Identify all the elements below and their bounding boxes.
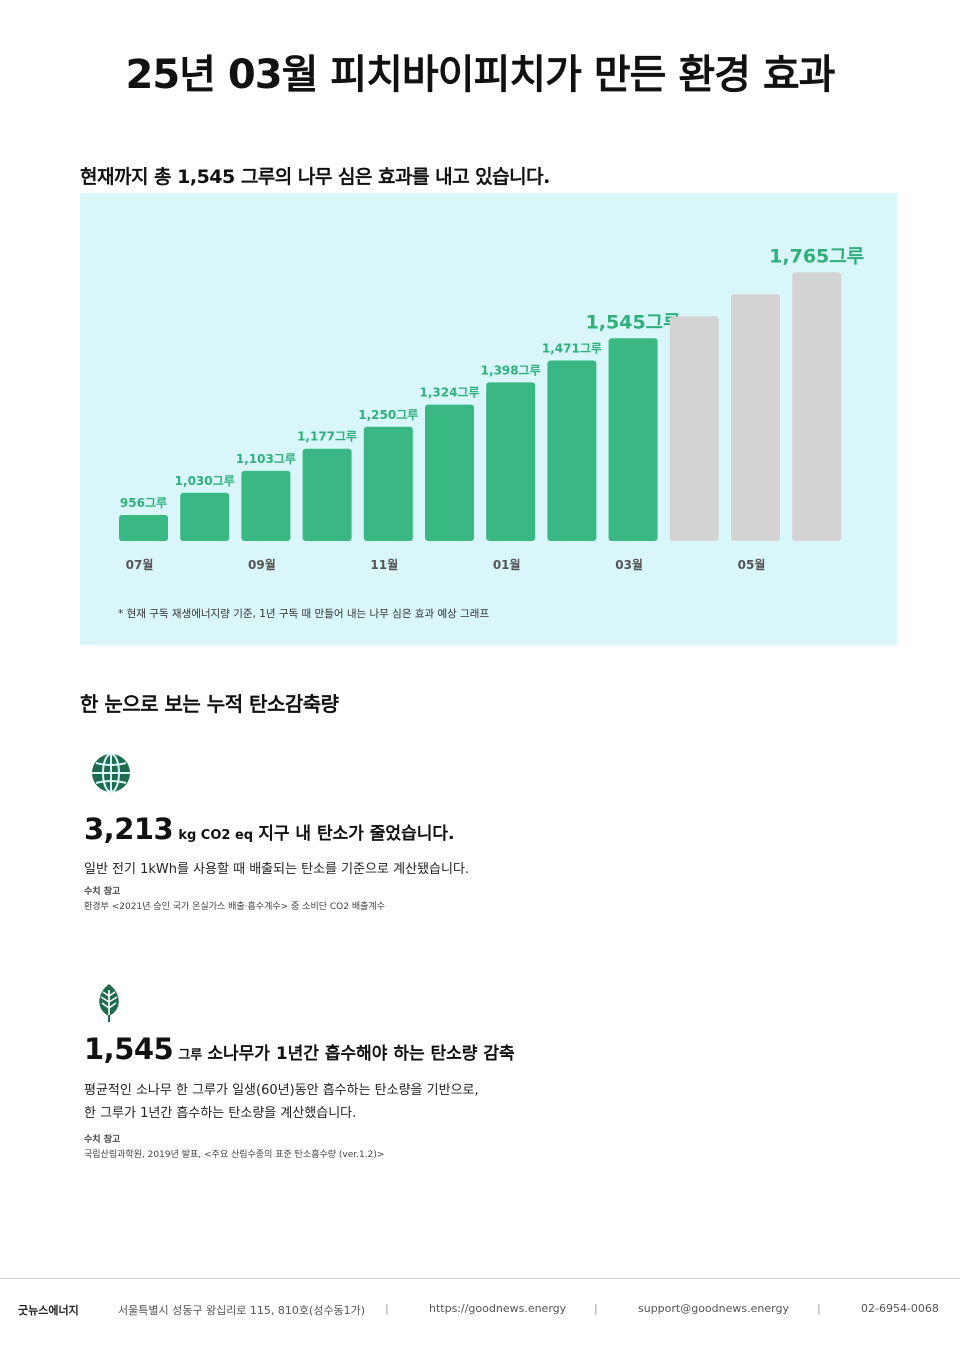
carbon-value: 3,213 (84, 812, 174, 846)
chart-heading: 현재까지 총 1,545 그루의 나무 심은 효과를 내고 있습니다. (80, 166, 550, 188)
globe-icon (90, 752, 132, 794)
carbon-headline: 지구 내 탄소가 줄었습니다. (258, 824, 455, 844)
footer-company: 굿뉴스에너지 (18, 1304, 79, 1317)
x-tick-label: 09월 (248, 557, 276, 572)
bar-10 (302, 448, 352, 541)
bar-value-label: 1,030그루 (175, 474, 235, 488)
bar-value-label: 1,250그루 (358, 408, 418, 422)
chart-footnote: * 현재 구독 재생에너지량 기준, 1년 구독 때 만들어 내는 나무 심은 … (118, 608, 490, 620)
bar-value-label: 1,545그루 (586, 311, 681, 333)
carbon-ref-body: 환경부 <2021년 승인 국가 온실가스 배출·흡수계수> 중 소비단 CO2… (84, 902, 385, 912)
carbon-unit: kg CO2 eq (178, 828, 254, 843)
bar-value-label: 1,471그루 (542, 342, 602, 356)
x-tick-label: 07월 (126, 557, 154, 572)
bar-06 (792, 272, 842, 541)
bar-05 (731, 294, 780, 541)
bar-08 (180, 492, 230, 541)
page-title: 25년 03월 피치바이피치가 만든 환경 효과 (125, 52, 836, 98)
bar-09 (241, 470, 291, 541)
footer-email-link[interactable]: support@goodnews.energy (638, 1302, 789, 1315)
bar-value-label: 1,765그루 (769, 245, 864, 267)
tree-unit: 그루 (178, 1048, 203, 1063)
tree-description-line-1: 평균적인 소나무 한 그루가 일생(60년)동안 흡수하는 탄소량을 기반으로, (84, 1083, 479, 1098)
chart-panel: 956그루 1,030그루 1,103그루 1,177그루 1,250그루 1,324그루… (80, 193, 897, 645)
bar-12 (425, 404, 474, 541)
tree-ref-body: 국립산림과학원, 2019년 발표, <주요 산림수종의 표준 탄소흡수량 (v… (84, 1150, 385, 1160)
carbon-ref-title: 수치 참고 (84, 887, 121, 897)
footer-separator: | (385, 1302, 389, 1315)
bar-value-label: 956그루 (120, 496, 167, 510)
bar-02 (547, 360, 597, 541)
carbon-description: 일반 전기 1kWh를 사용할 때 배출되는 탄소를 기준으로 계산됐습니다. (84, 862, 470, 877)
footer-separator: | (817, 1302, 821, 1315)
section-title: 한 눈으로 보는 누적 탄소감축량 (80, 692, 339, 716)
footer-separator: | (594, 1302, 598, 1315)
footer-address: 서울특별시 성동구 왕십리로 115, 810호(성수동1가) (118, 1304, 366, 1317)
carbon-summary: 3,213 kg CO2 eq 지구 내 탄소가 줄었습니다. (84, 812, 454, 846)
bar-11 (363, 426, 413, 541)
bar-chart: 956그루 1,030그루1,103그루1,177그루1,250그루1,324그루… (119, 245, 864, 572)
x-tick-label: 11월 (370, 557, 398, 572)
bar-03 (608, 338, 658, 541)
bar-value-label: 1,398그루 (481, 363, 541, 377)
x-tick-label: 03월 (615, 557, 643, 572)
tree-headline: 소나무가 1년간 흡수해야 하는 탄소량 감축 (207, 1044, 515, 1064)
x-tick-label: 05월 (738, 557, 766, 572)
tree-value: 1,545 (84, 1032, 174, 1066)
tree-summary: 1,545 그루 소나무가 1년간 흡수해야 하는 탄소량 감축 (84, 1032, 515, 1066)
bar-01 (486, 382, 536, 541)
tree-ref-title: 수치 참고 (84, 1135, 121, 1145)
tree-description-line-2: 한 그루가 1년간 흡수하는 탄소량을 계산했습니다. (84, 1106, 357, 1121)
bar-04 (669, 316, 719, 541)
bar-07 (119, 515, 168, 541)
x-tick-label: 01월 (493, 557, 521, 572)
leaf-icon (90, 982, 132, 1024)
footer-website-link[interactable]: https://goodnews.energy (429, 1302, 567, 1315)
bar-value-label: 1,103그루 (236, 452, 296, 466)
footer-phone: 02-6954-0068 (861, 1302, 939, 1315)
bar-value-label: 1,177그루 (297, 430, 357, 444)
footer-divider (0, 1278, 960, 1279)
bar-value-label: 1,324그루 (419, 386, 479, 400)
footer: 굿뉴스에너지 서울특별시 성동구 왕십리로 115, 810호(성수동1가) |… (0, 1302, 960, 1318)
